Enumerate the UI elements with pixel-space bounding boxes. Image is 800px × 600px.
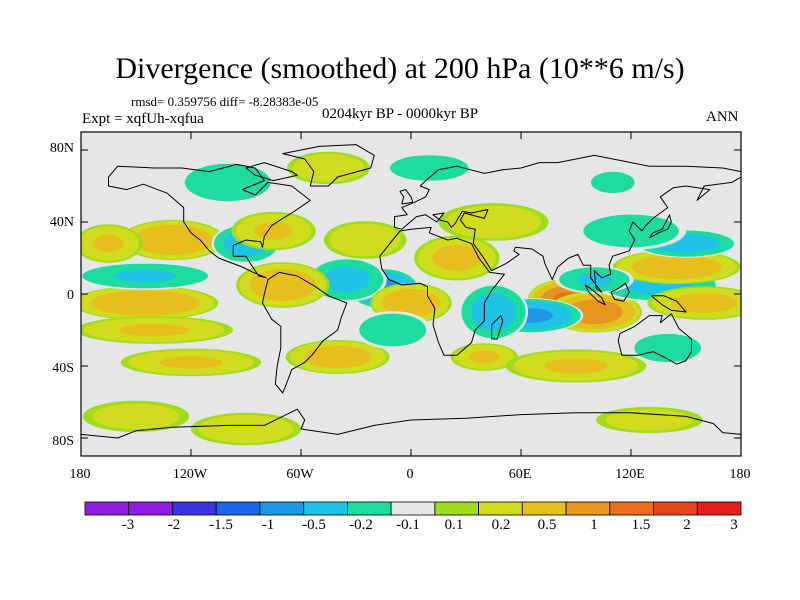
contour-band [133,225,212,255]
coastline-eurasia [394,154,741,293]
contour-band [323,266,370,293]
colorbar-swatch [696,501,742,516]
contour-band [390,155,469,181]
contour-band [303,345,372,369]
colorbar-swatch [84,501,130,516]
contour-band [90,290,200,316]
contour-band [634,333,702,363]
contour-band [671,293,738,313]
contour-field [81,151,741,446]
contour-band [432,245,482,271]
colorbar-label: 1 [590,517,598,533]
contour-band [93,235,124,253]
contour-band [590,171,635,194]
colorbar-swatch [128,501,173,516]
coastline-south-america [262,271,348,394]
contour-band [445,205,542,239]
contour-band [470,293,517,331]
colorbar-label: -3 [121,517,135,533]
lon-tick-label: 0 [406,467,414,482]
lon-tick-label: 60E [508,467,532,482]
lon-tick-label: 180 [729,467,751,482]
colorbar-label: 2 [683,517,691,533]
contour-band [382,288,440,318]
contour-band [576,273,612,286]
colorbar-label: -0.2 [349,517,373,533]
experiment-label: Expt = xqfUh-xqfua [82,111,204,127]
colorbar-swatch [653,501,698,516]
lon-tick-label: 120E [615,467,645,482]
coastline-uk [399,189,414,205]
coastline-sumatra [584,284,606,306]
coastline-north-america [108,163,311,279]
colorbar-swatch [303,501,348,516]
season-label: ANN [706,109,739,125]
coastline-madagascar [491,315,504,340]
colorbar-label: -0.5 [302,517,326,533]
colorbar-swatch [565,501,611,516]
coastline-new-guinea [650,295,687,313]
lon-tick-label: 60W [286,467,314,482]
contour-band [119,323,190,337]
stats-text: rmsd= 0.359756 diff= -8.28383e-05 [131,94,319,109]
colorbar-swatch [172,501,217,516]
colorbar-label: 1.5 [631,517,651,533]
contour-band [583,214,679,248]
colorbar-swatch [609,501,654,516]
lon-tick-label: 180 [69,467,91,482]
lat-tick-label: 0 [67,288,74,303]
colorbar-swatch [478,501,523,516]
coastline-greenland [282,144,375,187]
lat-tick-label: 40S [52,361,74,376]
contour-band [184,163,271,202]
colorbar-label: -1.5 [209,517,233,533]
contour-band [249,268,316,302]
contour-band [92,403,180,430]
colorbar-swatch [390,501,436,516]
coastline-australia [617,313,692,365]
lat-tick-label: 40N [49,215,74,230]
coastline-japan [648,214,672,239]
coastline-borneo [610,282,630,302]
lat-tick-label: 80S [52,434,74,449]
colorbar-swatch [259,501,304,516]
plot-title: Divergence (smoothed) at 200 hPa (10**6 … [115,52,685,85]
colorbar-label: 0.2 [491,517,511,533]
coastline-antarctica [81,408,741,439]
contour-band [198,414,294,444]
coastline-africa [379,226,505,356]
contour-band [254,222,293,240]
coastlines [81,144,741,439]
period-label: 0204kyr BP - 0000kyr BP [322,106,479,122]
lon-tick-label: 120W [172,467,208,482]
colorbar-swatch [215,501,261,516]
contour-band [159,356,223,369]
colorbar-label: 0.5 [537,517,557,533]
contour-band [469,350,500,364]
colorbar-swatch [346,501,392,516]
contour-band [292,153,365,183]
colorbar-label: 3 [730,517,738,533]
colorbar-label: -0.1 [396,517,420,533]
contour-band [605,409,693,431]
contour-band [631,254,722,280]
contour-band [544,358,608,374]
colorbar-label: -1 [261,517,275,533]
colorbar-label: 0.1 [444,517,464,533]
contour-band [359,313,427,347]
colorbar-swatch [521,501,567,516]
contour-band [329,223,402,257]
colorbar-label: -2 [167,517,181,533]
contour-band [113,269,177,283]
colorbar-swatch [434,501,479,516]
lat-tick-label: 80N [49,141,74,156]
coastline-baffin [245,162,298,182]
